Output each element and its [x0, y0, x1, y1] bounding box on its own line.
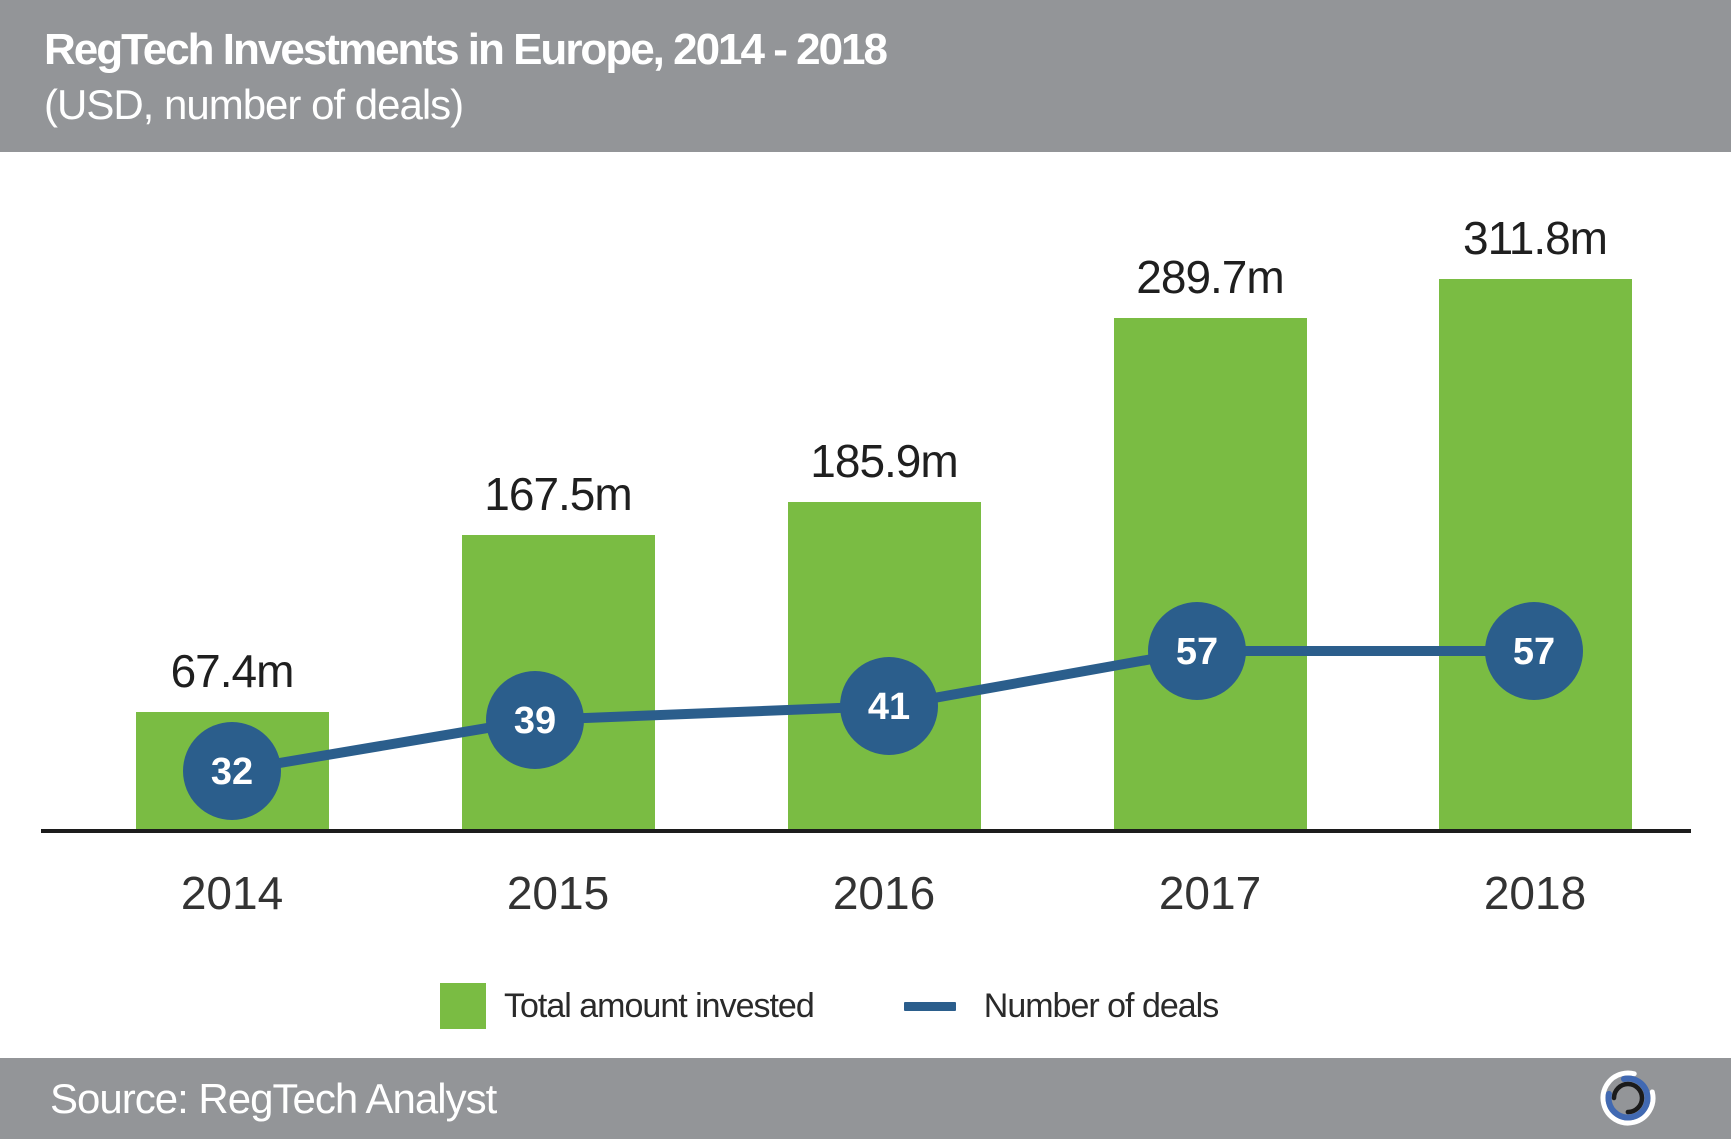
bar-value-label-2018: 311.8m: [1462, 212, 1608, 264]
legend-swatch-number-of-deals: [903, 1001, 956, 1011]
x-axis-label-2018: 2018: [1483, 867, 1587, 919]
source-text: Source: RegTech Analyst: [50, 1075, 497, 1122]
bar-2018: [1438, 279, 1632, 831]
x-axis-line: [41, 829, 1691, 833]
x-axis-label-2015: 2015: [506, 867, 610, 919]
bar-value-label-2014: 67.4m: [170, 645, 295, 697]
bar-value-label-2015: 167.5m: [484, 468, 632, 520]
x-axis-label-2014: 2014: [180, 867, 284, 919]
regtech-analyst-logo-icon: [1600, 1070, 1656, 1126]
bar-2015: [461, 535, 655, 831]
header: RegTech Investments in Europe, 2014 - 20…: [0, 0, 1731, 152]
plot-area: 67.4m 2014 167.5m 2015 185.9m 2016 289.7m 2017 3…: [0, 152, 1731, 1058]
legend-label-total-invested: Total amount invested: [504, 986, 815, 1025]
legend-swatch-total-invested: [440, 983, 486, 1029]
legend: Total amount invested Number of deals: [440, 983, 1219, 1029]
bar-value-label-2017: 289.7m: [1136, 251, 1284, 303]
footer: Source: RegTech Analyst: [0, 1058, 1731, 1139]
legend-label-number-of-deals: Number of deals: [983, 986, 1219, 1025]
x-axis-label-2017: 2017: [1158, 867, 1262, 919]
bar-value-label-2016: 185.9m: [810, 435, 958, 487]
x-axis-label-2016: 2016: [832, 867, 936, 919]
page-subtitle: (USD, number of deals): [44, 81, 464, 128]
bar-2016: [787, 502, 981, 831]
bar-2014: [135, 712, 329, 831]
bar-2017: [1113, 318, 1307, 831]
page-title: RegTech Investments in Europe, 2014 - 20…: [44, 25, 888, 74]
